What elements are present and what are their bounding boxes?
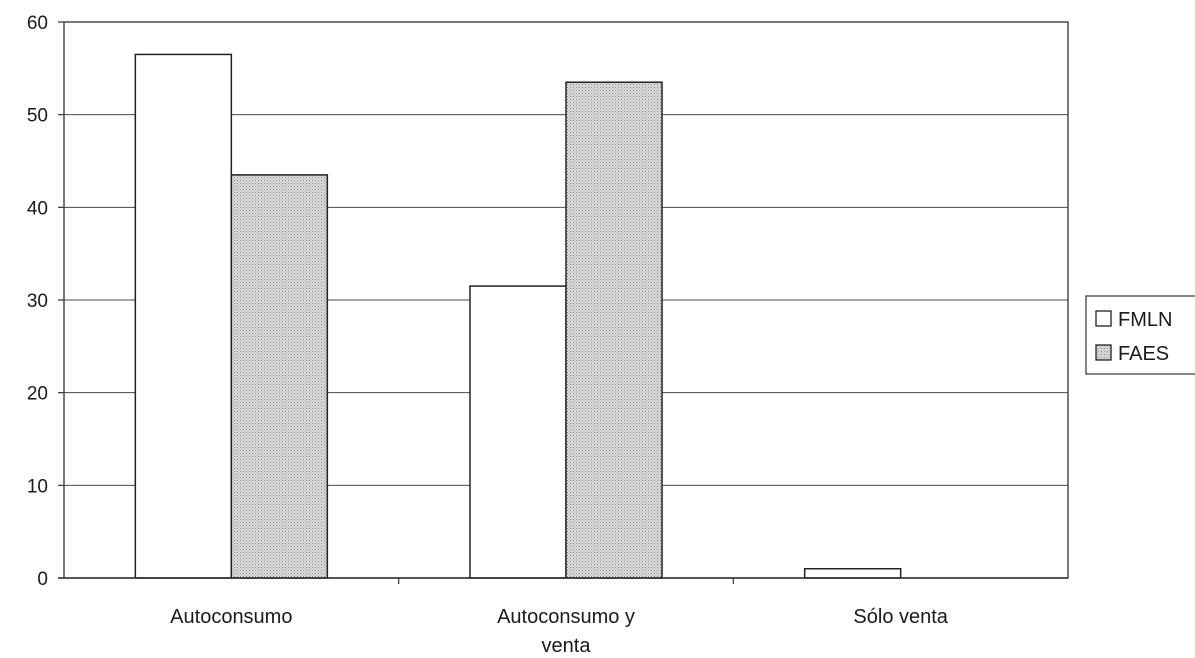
- x-tick-label-line: Autoconsumo: [170, 606, 292, 628]
- bars: [134, 53, 902, 579]
- bar-fmln-2: [803, 567, 902, 579]
- x-tick-label-2: Sólo venta: [853, 606, 948, 628]
- bar-fmln-1: [469, 285, 567, 579]
- legend: FMLN FAES: [1085, 295, 1195, 375]
- legend-box: [1085, 295, 1195, 375]
- bar-faes-1: [565, 81, 663, 579]
- y-tick-label-5: 50: [27, 106, 48, 127]
- legend-swatch-faes: [1095, 344, 1112, 361]
- x-tick-label-line: Autoconsumo y: [497, 606, 635, 628]
- bar-faes-0: [230, 174, 329, 579]
- y-tick-label-3: 30: [27, 291, 48, 312]
- legend-label-fmln: FMLN: [1118, 309, 1172, 331]
- x-tick-label-0: Autoconsumo: [170, 606, 292, 628]
- y-tick-label-6: 60: [27, 13, 48, 34]
- legend-label-faes: FAES: [1118, 343, 1169, 365]
- y-tick-label-2: 20: [27, 384, 48, 405]
- axes: [58, 21, 1069, 584]
- axis-labels: 0 10 20 30 40 50 60 Autoconsumo Autoconsumo y ven…: [27, 13, 949, 657]
- x-tick-label-1: Autoconsumo y venta: [497, 606, 635, 657]
- y-tick-label-0: 0: [37, 569, 48, 590]
- legend-swatch-fmln: [1095, 310, 1112, 327]
- x-tick-label-line: venta: [542, 635, 592, 657]
- bar-fmln-0: [134, 53, 233, 579]
- x-tick-label-line: Sólo venta: [853, 606, 948, 628]
- y-tick-label-4: 40: [27, 198, 48, 219]
- y-tick-label-1: 10: [27, 476, 48, 497]
